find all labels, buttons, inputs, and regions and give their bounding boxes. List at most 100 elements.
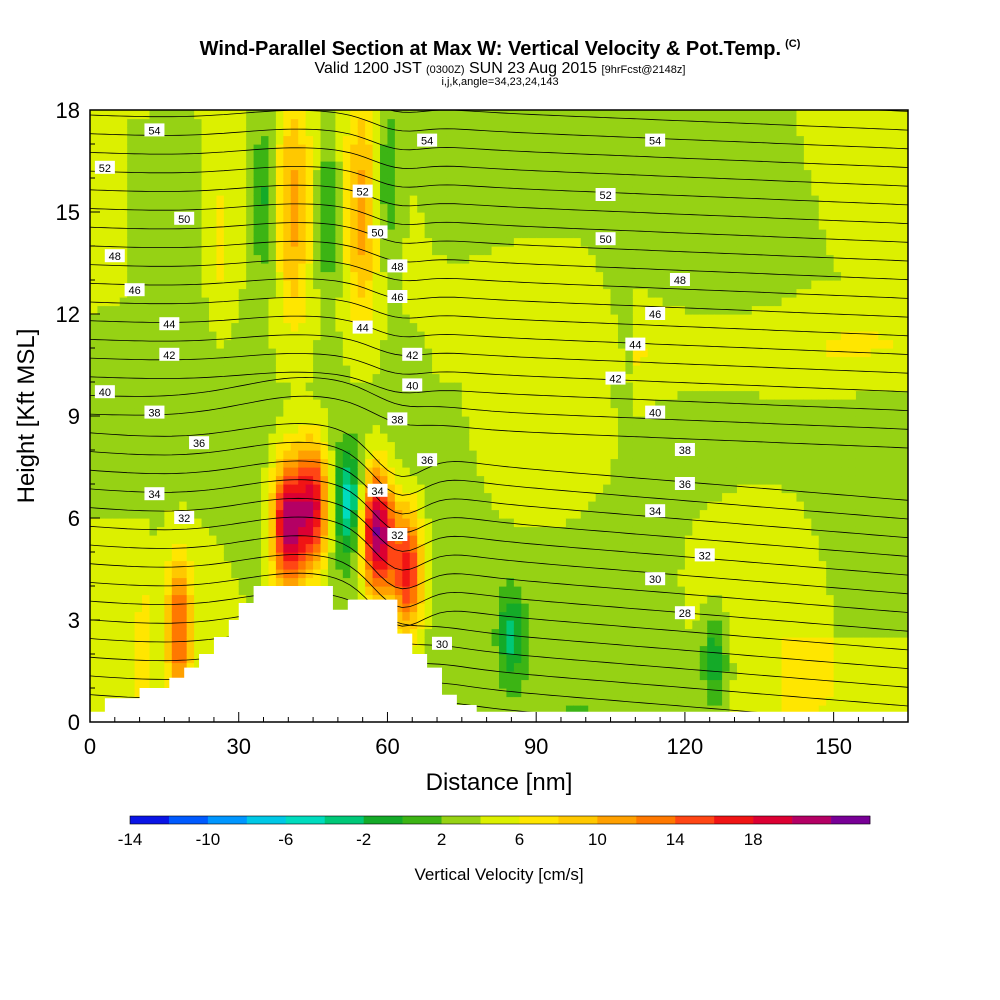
velocity-cell: [335, 339, 344, 349]
velocity-cell: [565, 407, 574, 417]
velocity-cell: [417, 484, 426, 494]
velocity-cell: [454, 373, 463, 383]
velocity-cell: [521, 237, 530, 247]
velocity-cell: [208, 433, 218, 443]
velocity-cell: [290, 577, 299, 587]
velocity-cell: [298, 577, 307, 587]
velocity-cell: [365, 348, 374, 358]
velocity-cell: [142, 662, 151, 672]
velocity-cell: [394, 628, 403, 638]
velocity-cell: [134, 229, 143, 239]
velocity-cell: [335, 552, 344, 562]
velocity-cell: [446, 441, 455, 451]
velocity-cell: [179, 399, 188, 409]
velocity-cell: [194, 288, 203, 298]
velocity-cell: [551, 161, 560, 171]
velocity-cell: [253, 152, 262, 162]
velocity-cell: [283, 135, 292, 145]
velocity-cell: [543, 560, 552, 570]
velocity-cell: [521, 705, 530, 715]
velocity-cell: [551, 229, 560, 239]
velocity-cell: [290, 314, 299, 324]
velocity-cell: [380, 365, 389, 375]
velocity-cell: [521, 620, 530, 630]
velocity-cell: [484, 220, 493, 230]
velocity-cell: [521, 654, 530, 664]
velocity-cell: [179, 458, 188, 468]
velocity-cell: [142, 297, 151, 307]
velocity-cell: [484, 212, 493, 222]
velocity-cell: [394, 620, 403, 630]
velocity-cell: [238, 322, 247, 332]
velocity-cell: [104, 322, 113, 332]
velocity-cell: [528, 688, 537, 698]
velocity-cell: [461, 288, 470, 298]
velocity-cell: [580, 611, 589, 621]
velocity-cell: [261, 518, 270, 528]
velocity-cell: [536, 433, 545, 443]
velocity-cell: [223, 373, 232, 383]
velocity-cell: [603, 560, 612, 570]
velocity-cell: [454, 484, 463, 494]
velocity-cell: [186, 399, 195, 409]
velocity-cell: [484, 671, 493, 681]
velocity-cell: [357, 229, 366, 239]
velocity-cell: [543, 509, 552, 519]
velocity-cell: [454, 509, 463, 519]
velocity-cell: [194, 314, 203, 324]
velocity-cell: [171, 569, 180, 579]
velocity-cell: [201, 620, 210, 630]
velocity-cell: [305, 450, 314, 460]
velocity-cell: [283, 271, 292, 281]
velocity-cell: [558, 611, 567, 621]
velocity-cell: [446, 348, 455, 358]
velocity-cell: [573, 263, 582, 273]
velocity-cell: [164, 382, 173, 392]
velocity-cell: [439, 220, 448, 230]
velocity-cell: [149, 594, 158, 604]
velocity-cell: [268, 569, 277, 579]
velocity-cell: [253, 577, 262, 587]
velocity-cell: [536, 645, 545, 655]
velocity-cell: [156, 169, 165, 179]
velocity-cell: [439, 297, 448, 307]
velocity-cell: [290, 433, 299, 443]
velocity-cell: [454, 671, 463, 681]
velocity-cell: [134, 509, 143, 519]
velocity-cell: [543, 620, 552, 630]
velocity-cell: [409, 628, 418, 638]
velocity-cell: [387, 594, 396, 604]
velocity-cell: [469, 348, 478, 358]
velocity-cell: [484, 637, 493, 647]
velocity-cell: [551, 518, 560, 528]
velocity-cell: [417, 365, 426, 375]
velocity-cell: [149, 467, 158, 477]
velocity-cell: [127, 526, 136, 536]
velocity-cell: [335, 382, 344, 392]
velocity-cell: [201, 203, 210, 213]
velocity-cell: [521, 492, 530, 502]
velocity-cell: [424, 297, 433, 307]
velocity-cell: [372, 297, 381, 307]
velocity-cell: [90, 526, 99, 536]
velocity-cell: [513, 696, 522, 706]
velocity-cell: [268, 484, 277, 494]
velocity-cell: [290, 169, 299, 179]
velocity-cell: [499, 594, 508, 604]
velocity-cell: [551, 679, 560, 689]
velocity-cell: [231, 195, 240, 205]
velocity-cell: [216, 229, 225, 239]
velocity-cell: [372, 127, 381, 137]
velocity-cell: [164, 118, 173, 128]
velocity-cell: [119, 118, 128, 128]
velocity-cell: [380, 271, 389, 281]
velocity-cell: [528, 118, 537, 128]
velocity-cell: [238, 416, 247, 426]
velocity-cell: [491, 280, 500, 290]
velocity-cell: [327, 348, 336, 358]
velocity-cell: [439, 433, 448, 443]
velocity-cell: [454, 654, 463, 664]
velocity-cell: [469, 543, 478, 553]
velocity-cell: [253, 246, 262, 256]
velocity-cell: [320, 382, 329, 392]
